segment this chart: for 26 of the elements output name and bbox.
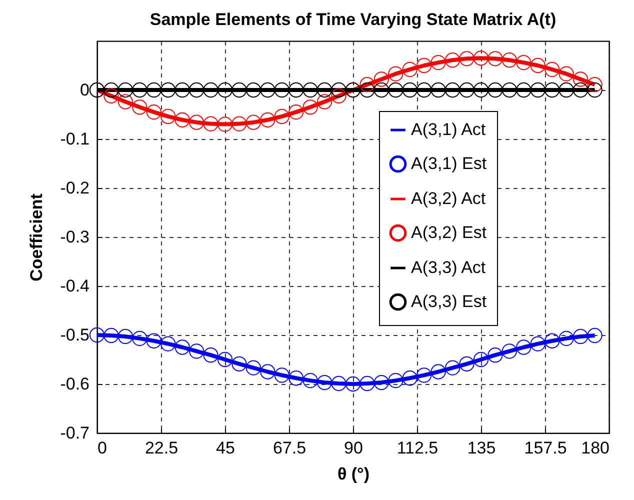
- legend-label: A(3,1) Act: [411, 120, 486, 139]
- legend-label: A(3,3) Est: [411, 292, 487, 311]
- legend-label: A(3,2) Act: [411, 189, 486, 208]
- legend-label: A(3,3) Act: [411, 258, 486, 277]
- y-tick-label: 0: [80, 80, 90, 100]
- x-tick-label: 45: [216, 438, 235, 458]
- y-tick-label: -0.4: [60, 276, 90, 296]
- y-tick-label: -0.1: [60, 130, 90, 148]
- y-tick-label: -0.6: [60, 374, 90, 394]
- x-tick-label: 112.5: [396, 438, 438, 458]
- y-axis-title: Coefficient: [27, 193, 46, 282]
- y-tick-label: -0.5: [60, 326, 90, 344]
- chart-title: Sample Elements of Time Varying State Matrix A(t): [150, 10, 556, 29]
- x-tick-label: 22.5: [144, 438, 178, 458]
- legend-label: A(3,2) Est: [411, 223, 487, 242]
- x-tick-label: 90: [344, 438, 363, 458]
- y-tick-label: -0.2: [60, 178, 90, 198]
- x-tick-label: 0: [98, 438, 107, 458]
- x-tick-label: 180: [581, 438, 610, 458]
- y-tick-label: -0.7: [60, 424, 90, 442]
- legend-label: A(3,1) Est: [411, 154, 487, 173]
- x-tick-label: 157.5: [524, 438, 567, 458]
- x-tick-label: 67.5: [272, 438, 306, 458]
- x-tick-label: 135: [467, 438, 496, 458]
- y-tick-label: -0.3: [60, 228, 90, 246]
- x-axis-title: θ (°): [337, 464, 370, 484]
